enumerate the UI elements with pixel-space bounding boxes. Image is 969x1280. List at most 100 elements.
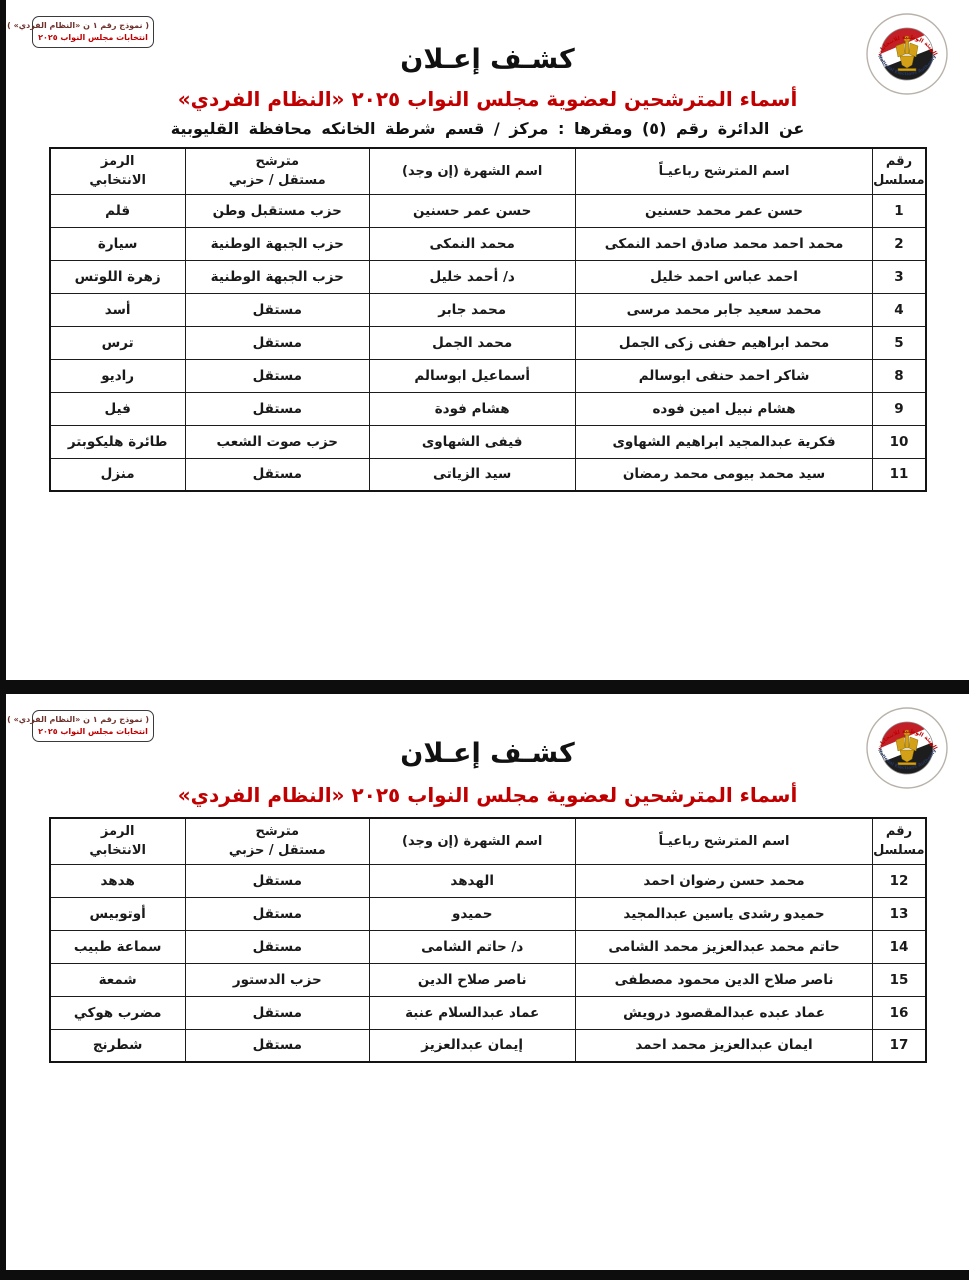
column-header: الرمز الانتخابي xyxy=(49,147,186,195)
cell: مضرب هوكي xyxy=(49,995,186,1030)
column-header: اسم الشهرة (إن وجد) xyxy=(368,817,576,865)
nea-emblem-icon: الهيئة الوطنية للانتخابات National Elect… xyxy=(865,12,949,96)
column-header: اسم المترشح رباعيـاً xyxy=(574,147,874,195)
cell: ناصر صلاح الدين xyxy=(368,962,576,997)
candidate-row: 10 فكرية عبدالمجيد ابراهيم الشهاوى فيفى ال… xyxy=(49,424,926,459)
cell: احمد عباس احمد خليل xyxy=(574,259,874,294)
cell: ناصر صلاح الدين محمود مصطفى xyxy=(574,962,874,997)
cell: أسماعيل ابوسالم xyxy=(368,358,576,393)
stamp-form-line: ( نموذج رقم ١ ن «النظام الفردي» ) xyxy=(7,715,149,724)
candidate-row: 16 عماد عبده عبدالمقصود درويش عماد عبدالسل… xyxy=(49,995,926,1030)
candidate-row: 11 سيد محمد بيومى محمد رمضان سيد الزياتى مس… xyxy=(49,457,926,492)
cell: 14 xyxy=(872,929,926,964)
cell: مستقل xyxy=(184,863,370,898)
cell: 2 xyxy=(872,226,926,261)
page-title: كشـف إعـلان xyxy=(400,44,575,75)
cell: محمد احمد محمد صادق احمد النمكى xyxy=(574,226,874,261)
cell: حاتم محمد عبدالعزيز محمد الشامى xyxy=(574,929,874,964)
cell: 17 xyxy=(872,1028,926,1063)
cell: 9 xyxy=(872,391,926,426)
cell: ايمان عبدالعزيز محمد احمد xyxy=(574,1028,874,1063)
cell: حزب مستقبل وطن xyxy=(184,193,370,228)
cell: هشام فودة xyxy=(368,391,576,426)
cell: محمد حسن رضوان احمد xyxy=(574,863,874,898)
column-header: رقم مسلسل xyxy=(872,147,926,195)
scan-edge-bottom xyxy=(0,1270,969,1280)
candidate-row: 8 شاكر احمد حنفى ابوسالم أسماعيل ابوسالم مس… xyxy=(49,358,926,393)
form-number-stamp: ( نموذج رقم ١ ن «النظام الفردي» ) انتخاب… xyxy=(7,710,154,743)
candidate-row: 5 محمد ابراهيم حفنى زكى الجمل محمد الجمل مس… xyxy=(49,325,926,360)
cell: مستقل xyxy=(184,325,370,360)
cell: سيارة xyxy=(49,226,186,261)
candidates-table-1: رقم مسلسل اسم المترشح رباعيـاً اسم الشهرة … xyxy=(48,147,927,492)
cell: فيفى الشهاوى xyxy=(368,424,576,459)
stamp-election-line: انتخابات مجلس النواب ٢٠٢٥ xyxy=(38,726,148,736)
cell: أسد xyxy=(49,292,186,327)
cell: د/ أحمد خليل xyxy=(368,259,576,294)
cell: حزب الجبهة الوطنية xyxy=(184,226,370,261)
cell: محمد الجمل xyxy=(368,325,576,360)
cell: شطرنج xyxy=(49,1028,186,1063)
cell: أوتوبيس xyxy=(49,896,186,931)
cell: 8 xyxy=(872,358,926,393)
page-separator xyxy=(0,680,969,694)
cell: حميدو xyxy=(368,896,576,931)
stamp-election-line: انتخابات مجلس النواب ٢٠٢٥ xyxy=(38,32,148,42)
cell: شاكر احمد حنفى ابوسالم xyxy=(574,358,874,393)
cell: حزب الدستور xyxy=(184,962,370,997)
cell: مستقل xyxy=(184,292,370,327)
announcement-page-2: ( نموذج رقم ١ ن «النظام الفردي» ) انتخاب… xyxy=(6,694,969,1270)
page-title: كشـف إعـلان xyxy=(400,738,575,769)
cell: 15 xyxy=(872,962,926,997)
cell: مستقل xyxy=(184,457,370,492)
cell: 3 xyxy=(872,259,926,294)
cell: حزب صوت الشعب xyxy=(184,424,370,459)
cell: حسن عمر حسنين xyxy=(368,193,576,228)
cell: زهرة اللوتس xyxy=(49,259,186,294)
cell: راديو xyxy=(49,358,186,393)
cell: محمد ابراهيم حفنى زكى الجمل xyxy=(574,325,874,360)
cell: 4 xyxy=(872,292,926,327)
cell: 16 xyxy=(872,995,926,1030)
column-header: رقم مسلسل xyxy=(872,817,926,865)
column-header: الرمز الانتخابي xyxy=(49,817,186,865)
cell: د/ حاتم الشامى xyxy=(368,929,576,964)
candidate-row: 4 محمد سعيد جابر محمد مرسى محمد جابر مستقل أ… xyxy=(49,292,926,327)
cell: 13 xyxy=(872,896,926,931)
cell: 10 xyxy=(872,424,926,459)
candidate-row: 14 حاتم محمد عبدالعزيز محمد الشامى د/ حاتم… xyxy=(49,929,926,964)
cell: مستقل xyxy=(184,391,370,426)
page-subtitle: أسماء المترشحين لعضوية مجلس النواب ٢٠٢٥ … xyxy=(177,87,798,111)
stamp-form-line: ( نموذج رقم ١ ن «النظام الفردي» ) xyxy=(7,21,149,30)
cell: عماد عبده عبدالمقصود درويش xyxy=(574,995,874,1030)
cell: مستقل xyxy=(184,896,370,931)
cell: شمعة xyxy=(49,962,186,997)
cell: طائرة هليكوبتر xyxy=(49,424,186,459)
candidate-row: 12 محمد حسن رضوان احمد الهدهد مستقل هدهد xyxy=(49,863,926,898)
candidate-row: 1 حسن عمر محمد حسنين حسن عمر حسنين حزب مستق… xyxy=(49,193,926,228)
candidate-row: 2 محمد احمد محمد صادق احمد النمكى محمد الن… xyxy=(49,226,926,261)
candidate-row: 17 ايمان عبدالعزيز محمد احمد إيمان عبدالعز… xyxy=(49,1028,926,1063)
scan-edge-left xyxy=(0,0,6,1280)
cell: 11 xyxy=(872,457,926,492)
candidate-row: 3 احمد عباس احمد خليل د/ أحمد خليل حزب الجب… xyxy=(49,259,926,294)
cell: مستقل xyxy=(184,995,370,1030)
cell: هدهد xyxy=(49,863,186,898)
cell: عماد عبدالسلام عنبة xyxy=(368,995,576,1030)
cell: محمد سعيد جابر محمد مرسى xyxy=(574,292,874,327)
district-line: عن الدائرة رقم (٥) ومقرها : مركز / قسم ش… xyxy=(170,119,805,138)
column-header: اسم الشهرة (إن وجد) xyxy=(368,147,576,195)
candidate-row: 9 هشام نبيل امين فوده هشام فودة مستقل فيل xyxy=(49,391,926,426)
nea-emblem-icon: الهيئة الوطنية للانتخابات National Elect… xyxy=(865,706,949,790)
column-header: مترشح مستقل / حزبي xyxy=(184,817,370,865)
announcement-page-1: ( نموذج رقم ١ ن «النظام الفردي» ) انتخاب… xyxy=(6,0,969,680)
cell: الهدهد xyxy=(368,863,576,898)
cell: حسن عمر محمد حسنين xyxy=(574,193,874,228)
cell: مستقل xyxy=(184,358,370,393)
cell: محمد جابر xyxy=(368,292,576,327)
cell: 12 xyxy=(872,863,926,898)
cell: 1 xyxy=(872,193,926,228)
cell: حميدو رشدى ياسين عبدالمجيد xyxy=(574,896,874,931)
gold-eagle-icon xyxy=(895,35,919,72)
